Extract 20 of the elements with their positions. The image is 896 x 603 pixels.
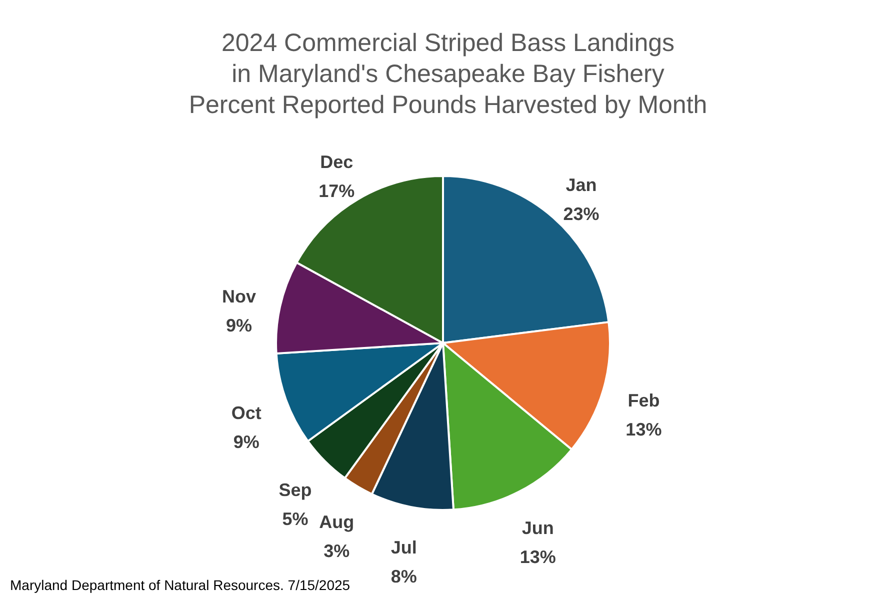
slice-label: Jan [566,175,597,196]
slice-label: Sep [278,480,312,500]
slice-label: Feb [628,390,660,410]
data-label: 23% [563,204,600,224]
slice-label: Dec [320,152,354,172]
data-label: 9% [226,315,252,336]
slice-label: Jun [522,518,554,538]
data-label: 5% [282,508,308,529]
slice-label: Jul [390,537,417,558]
data-label: 13% [626,419,662,440]
data-label: 3% [324,540,350,561]
data-label: 9% [233,432,260,452]
data-label: 13% [520,547,556,568]
data-label: 17% [318,181,355,202]
text: Maryland Department of Natural Resources. 7/15/2025 [10,577,350,593]
data-label: 8% [390,566,417,586]
slice-label: Aug [319,512,354,532]
slice-label: Oct [231,402,262,423]
slice-label: Nov [222,286,256,306]
chart-title: 2024 Commercial Striped Bass Landings in Maryland's Chesapeake Bay Fishery Percent Reported Pounds Harvested by Month [188,29,708,119]
